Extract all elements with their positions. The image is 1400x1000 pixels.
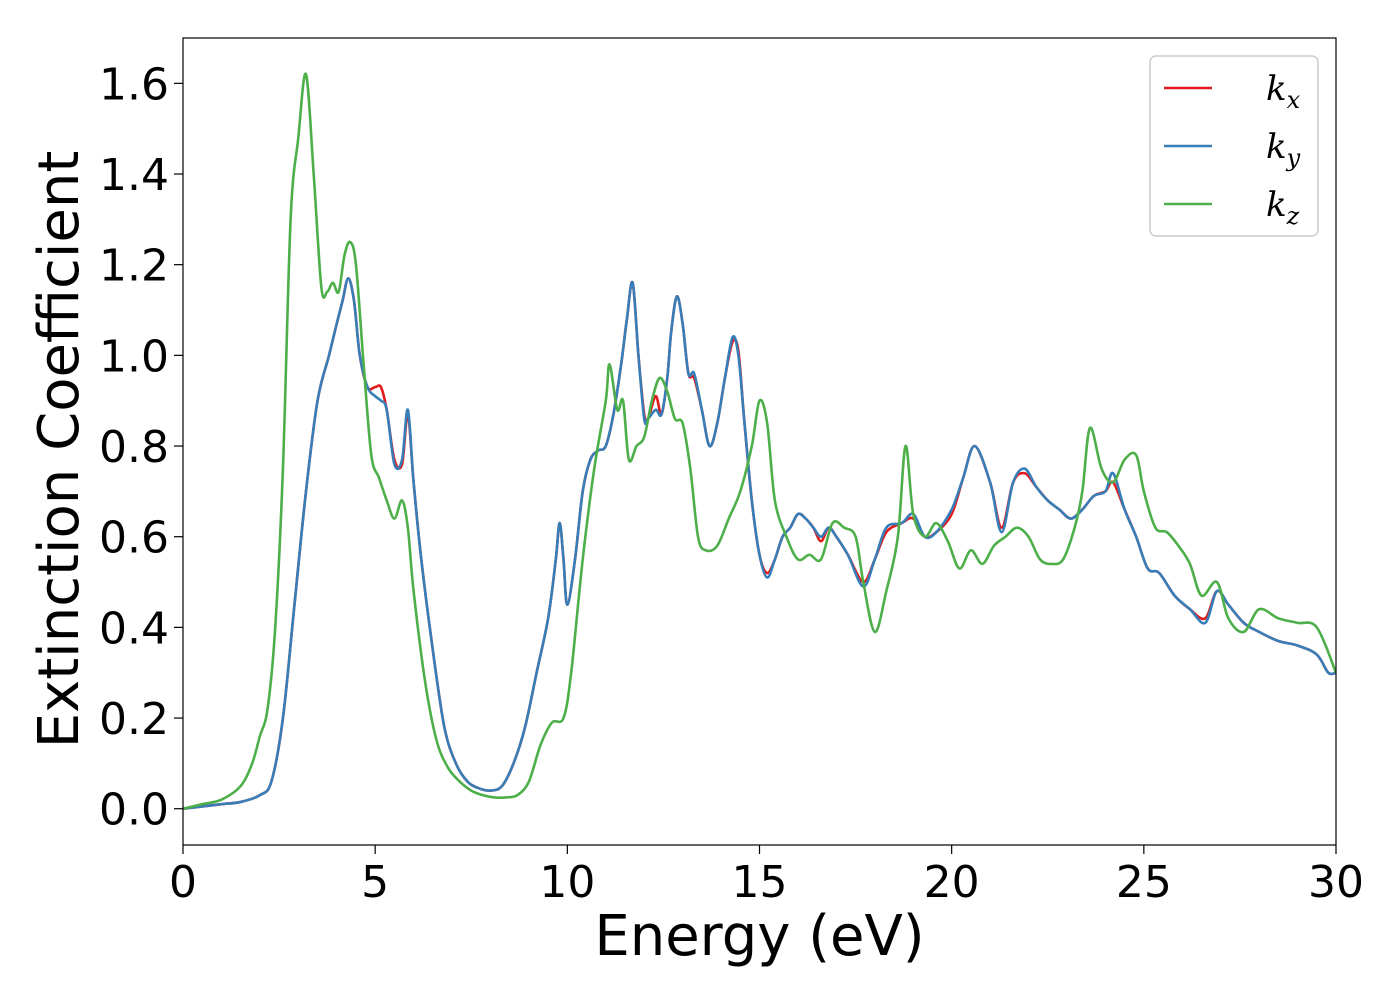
x-tick-label: 20	[924, 857, 980, 908]
series-line-y	[183, 276, 1336, 811]
legend-box	[1149, 55, 1319, 237]
series-line-x	[183, 276, 1336, 811]
y-axis: 0.0 0.2 0.4 0.6 0.8 1.0 1.2 1.4 1.6	[99, 59, 183, 836]
y-tick-label: 0.8	[99, 422, 169, 473]
legend-label-z: kz	[1266, 185, 1300, 230]
x-tick-label: 10	[539, 857, 595, 908]
y-tick-label: 1.2	[99, 241, 169, 292]
legend: kx ky kz	[1149, 55, 1319, 237]
y-axis-label: Extinction Coefficient	[27, 151, 92, 749]
x-axis: 0 5 10 15 20 25 30	[169, 845, 1364, 908]
series-line-z	[183, 72, 1336, 810]
y-tick-label: 1.6	[99, 59, 169, 110]
x-axis-label: Energy (eV)	[594, 904, 924, 969]
x-tick-label: 30	[1308, 857, 1364, 908]
x-tick-label: 5	[361, 857, 389, 908]
y-tick-label: 0.6	[99, 513, 169, 564]
y-tick-label: 0.0	[99, 785, 169, 836]
legend-label-x: kx	[1266, 69, 1301, 114]
y-tick-label: 1.4	[99, 150, 169, 201]
x-tick-label: 0	[169, 857, 197, 908]
series-layer	[183, 72, 1336, 811]
y-tick-label: 0.4	[99, 603, 169, 654]
y-tick-label: 1.0	[99, 331, 169, 382]
legend-label-y: ky	[1266, 127, 1301, 172]
x-tick-label: 15	[732, 857, 788, 908]
x-tick-label: 25	[1116, 857, 1172, 908]
y-tick-label: 0.2	[99, 694, 169, 745]
